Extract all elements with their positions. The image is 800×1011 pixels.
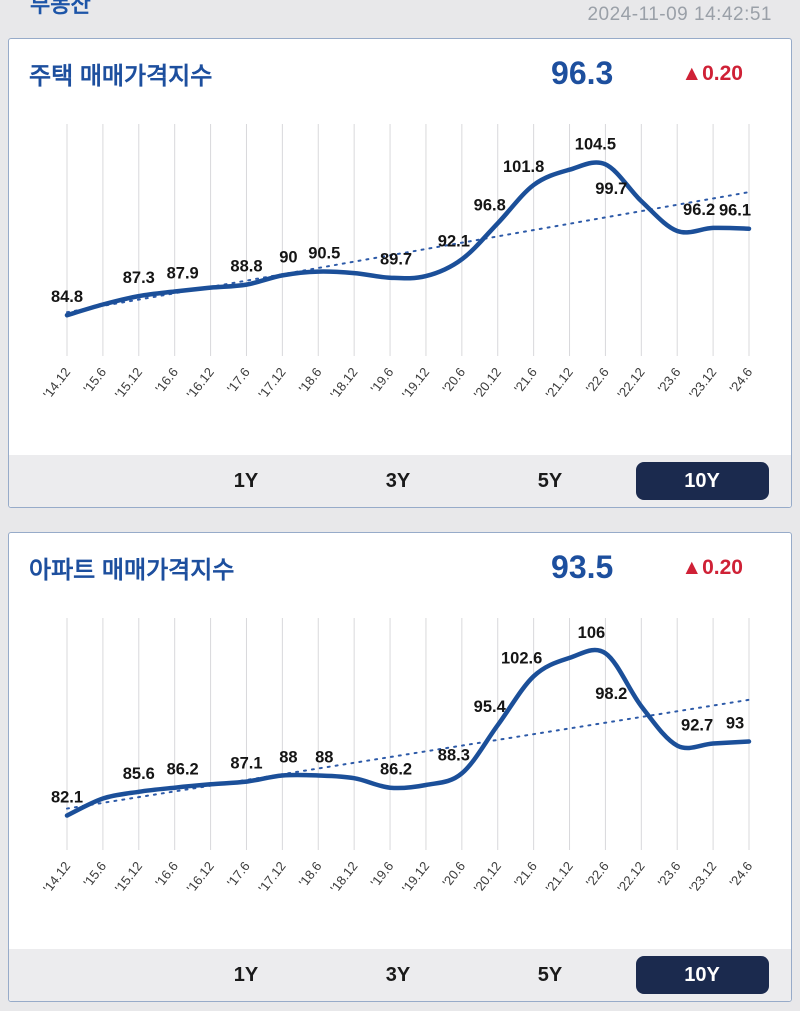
svg-text:'19.12: '19.12 (399, 859, 432, 896)
timestamp: 2024-11-09 14:42:51 (587, 4, 772, 25)
svg-text:'15.12: '15.12 (112, 365, 145, 402)
tab-1y[interactable]: 1Y (233, 963, 259, 986)
svg-text:'21.6: '21.6 (511, 365, 540, 396)
svg-text:85.6: 85.6 (123, 765, 155, 783)
svg-text:'24.6: '24.6 (726, 859, 755, 890)
svg-text:'21.12: '21.12 (543, 365, 576, 402)
svg-text:'21.6: '21.6 (511, 859, 540, 890)
svg-text:88: 88 (315, 748, 333, 766)
tab-3y[interactable]: 3Y (385, 469, 411, 492)
svg-text:'19.6: '19.6 (367, 859, 396, 890)
svg-text:88.8: 88.8 (230, 258, 262, 276)
svg-text:'20.12: '20.12 (471, 365, 504, 402)
index-value: 93.5 (551, 549, 614, 585)
index-change-badge: ▲0.20 (681, 555, 743, 579)
svg-text:'17.6: '17.6 (224, 365, 253, 396)
svg-text:88.3: 88.3 (438, 746, 470, 764)
svg-text:'18.6: '18.6 (296, 365, 325, 396)
svg-text:96.8: 96.8 (474, 196, 506, 214)
svg-text:'15.6: '15.6 (80, 365, 109, 396)
svg-text:87.1: 87.1 (230, 755, 262, 773)
svg-text:92.1: 92.1 (438, 232, 470, 250)
svg-text:'24.6: '24.6 (726, 365, 755, 396)
svg-text:86.2: 86.2 (167, 761, 199, 779)
svg-text:'14.12: '14.12 (40, 859, 73, 896)
svg-text:87.3: 87.3 (123, 269, 155, 287)
svg-text:'22.12: '22.12 (614, 365, 647, 402)
tab-10y-active-pill: 10Y (635, 462, 769, 500)
index-change-badge: ▲0.20 (681, 61, 743, 85)
index-value: 96.3 (551, 55, 614, 91)
svg-text:106: 106 (578, 624, 606, 642)
svg-text:99.7: 99.7 (595, 180, 627, 198)
tab-5y[interactable]: 5Y (537, 469, 563, 492)
svg-text:'22.6: '22.6 (583, 859, 612, 890)
svg-text:'23.6: '23.6 (655, 859, 684, 890)
range-tabbar: 1Y 3Y 5Y 10Y (9, 455, 791, 507)
range-tabbar: 1Y 3Y 5Y 10Y (9, 949, 791, 1001)
housing-card-header: 주택 매매가격지수 96.3 ▲0.20 (9, 39, 791, 92)
svg-text:'19.12: '19.12 (399, 365, 432, 402)
svg-text:'16.6: '16.6 (152, 859, 181, 890)
svg-text:'15.6: '15.6 (80, 859, 109, 890)
housing-price-line-chart: '14.12'15.6'15.12'16.6'16.12'17.6'17.12 '… (40, 124, 755, 402)
svg-text:88: 88 (279, 748, 297, 766)
svg-text:'19.6: '19.6 (367, 365, 396, 396)
svg-text:96.1: 96.1 (719, 202, 751, 220)
svg-text:'18.12: '18.12 (327, 365, 360, 402)
svg-text:'18.6: '18.6 (296, 859, 325, 890)
svg-text:'16.12: '16.12 (184, 365, 217, 402)
svg-text:'14.12: '14.12 (40, 365, 73, 402)
svg-text:'17.6: '17.6 (224, 859, 253, 890)
svg-text:101.8: 101.8 (503, 158, 544, 176)
svg-text:98.2: 98.2 (595, 685, 627, 703)
svg-text:84.8: 84.8 (51, 288, 83, 306)
svg-text:104.5: 104.5 (575, 135, 616, 153)
svg-text:'20.6: '20.6 (439, 859, 468, 890)
svg-text:93: 93 (726, 714, 744, 732)
tab-10y-active-pill: 10Y (635, 956, 769, 994)
svg-text:'17.12: '17.12 (255, 365, 288, 402)
svg-text:'16.12: '16.12 (184, 859, 217, 896)
card-title: 주택 매매가격지수 (29, 63, 213, 90)
apartment-card-header: 아파트 매매가격지수 93.5 ▲0.20 (9, 533, 791, 586)
apartment-index-card: 아파트 매매가격지수 93.5 ▲0.20 '14.12'15.6'15.12 '… (8, 532, 792, 1002)
svg-text:'21.12: '21.12 (543, 859, 576, 896)
svg-text:90.5: 90.5 (308, 245, 340, 263)
tab-10y[interactable]: 10Y (626, 462, 778, 500)
svg-text:'16.6: '16.6 (152, 365, 181, 396)
svg-text:89.7: 89.7 (380, 251, 412, 269)
svg-text:95.4: 95.4 (474, 698, 507, 716)
svg-text:96.2: 96.2 (683, 201, 715, 219)
svg-text:87.9: 87.9 (167, 264, 199, 282)
tab-1y[interactable]: 1Y (233, 469, 259, 492)
svg-text:102.6: 102.6 (501, 649, 542, 667)
svg-text:'23.12: '23.12 (686, 365, 719, 402)
card-title: 아파트 매매가격지수 (29, 557, 235, 584)
svg-text:86.2: 86.2 (380, 761, 412, 779)
svg-text:'22.12: '22.12 (614, 859, 647, 896)
svg-text:'15.12: '15.12 (112, 859, 145, 896)
svg-text:'20.12: '20.12 (471, 859, 504, 896)
tab-3y[interactable]: 3Y (385, 963, 411, 986)
svg-text:92.7: 92.7 (681, 717, 713, 735)
page-title: 부동산 (30, 0, 91, 17)
housing-index-card: 주택 매매가격지수 96.3 ▲0.20 '14.12'15.6'15.12'1… (8, 38, 792, 508)
svg-text:'22.6: '22.6 (583, 365, 612, 396)
svg-text:'23.12: '23.12 (686, 859, 719, 896)
tab-10y[interactable]: 10Y (626, 956, 778, 994)
svg-text:'23.6: '23.6 (655, 365, 684, 396)
apartment-price-line-chart: '14.12'15.6'15.12'16.6'16.12'17.6'17.12 '… (40, 618, 755, 896)
svg-text:'17.12: '17.12 (255, 859, 288, 896)
svg-text:82.1: 82.1 (51, 789, 83, 807)
svg-text:'20.6: '20.6 (439, 365, 468, 396)
topbar: 부동산 2024-11-09 14:42:51 (0, 0, 800, 32)
svg-text:90: 90 (279, 248, 297, 266)
svg-text:'18.12: '18.12 (327, 859, 360, 896)
tab-5y[interactable]: 5Y (537, 963, 563, 986)
